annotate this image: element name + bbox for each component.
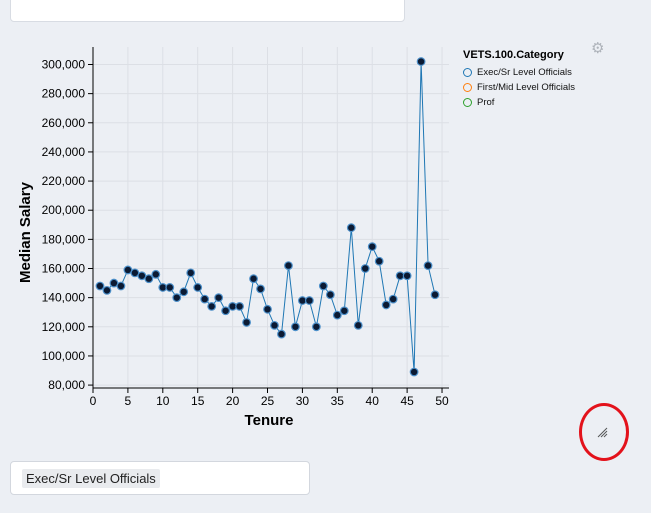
x-tick-label: 35 xyxy=(331,394,345,408)
legend-item[interactable]: First/Mid Level Officials xyxy=(463,80,575,95)
y-tick-label: 240,000 xyxy=(42,145,86,159)
data-point xyxy=(304,296,314,305)
data-point xyxy=(402,271,412,281)
y-tick-label: 260,000 xyxy=(42,116,86,130)
gear-icon[interactable]: ⚙ xyxy=(591,40,605,57)
data-point xyxy=(207,301,217,311)
data-point xyxy=(332,310,342,320)
data-point xyxy=(291,322,300,332)
data-point xyxy=(311,322,321,332)
data-point xyxy=(193,283,203,292)
y-tick-label: 180,000 xyxy=(42,232,86,246)
data-point xyxy=(256,284,265,294)
legend-swatch-icon xyxy=(463,83,472,92)
data-point xyxy=(270,320,279,330)
data-point xyxy=(200,294,210,304)
data-point xyxy=(165,283,175,292)
x-tick-label: 5 xyxy=(125,394,132,408)
data-point xyxy=(235,301,244,311)
legend-item[interactable]: Exec/Sr Level Officials xyxy=(463,65,575,80)
data-point xyxy=(325,290,335,300)
x-tick-label: 40 xyxy=(366,394,380,408)
x-tick-label: 20 xyxy=(226,394,240,408)
data-point xyxy=(430,290,440,300)
data-point xyxy=(263,304,272,314)
data-point xyxy=(172,293,182,303)
chart-series xyxy=(95,57,440,377)
chart-legend: VETS.100.Category Exec/Sr Level Official… xyxy=(463,49,575,110)
data-point xyxy=(339,306,349,316)
data-point xyxy=(374,256,384,266)
category-select[interactable]: Exec/Sr Level Officials xyxy=(10,461,310,495)
chart-grid xyxy=(92,47,449,388)
data-point xyxy=(151,269,161,279)
data-point xyxy=(409,367,419,377)
y-tick-label: 300,000 xyxy=(42,57,86,71)
x-tick-label: 15 xyxy=(191,394,205,408)
data-point xyxy=(284,261,293,270)
resize-handle-icon[interactable] xyxy=(596,425,608,438)
chart-axes: 0 5 10 15 20 25 30 35 40 45 50 80,000 100,000 120,000… xyxy=(17,47,449,429)
data-point xyxy=(346,223,356,233)
legend-label: Prof xyxy=(477,97,495,108)
y-axis-label: Median Salary xyxy=(17,181,34,283)
y-tick-label: 120,000 xyxy=(42,320,86,334)
y-tick-label: 140,000 xyxy=(42,291,86,305)
x-tick-label: 50 xyxy=(435,394,449,408)
data-point xyxy=(102,285,112,295)
legend-label: First/Mid Level Officials xyxy=(477,82,576,93)
data-point xyxy=(318,281,328,291)
y-tick-label: 80,000 xyxy=(48,378,85,392)
y-tick-label: 200,000 xyxy=(42,203,86,217)
x-tick-label: 45 xyxy=(400,394,414,408)
data-point xyxy=(179,287,189,297)
data-point xyxy=(116,281,126,291)
legend-item[interactable]: Prof xyxy=(463,95,575,110)
data-point xyxy=(381,300,391,310)
data-point xyxy=(423,261,433,270)
data-point xyxy=(214,293,224,303)
x-tick-label: 0 xyxy=(90,394,97,408)
x-tick-label: 10 xyxy=(156,394,170,408)
y-tick-label: 100,000 xyxy=(42,349,86,363)
resize-grip-icon xyxy=(597,427,608,438)
legend-swatch-icon xyxy=(463,98,472,107)
data-point xyxy=(388,294,398,304)
data-point xyxy=(367,242,377,252)
legend-title: VETS.100.Category xyxy=(463,49,564,61)
y-tick-label: 220,000 xyxy=(42,174,86,188)
data-point xyxy=(221,306,231,316)
highlight-circle xyxy=(579,403,629,461)
data-point xyxy=(353,320,363,330)
x-axis-label: Tenure xyxy=(245,412,294,429)
legend-label: Exec/Sr Level Officials xyxy=(477,67,572,78)
data-point xyxy=(95,281,105,291)
data-point xyxy=(249,274,258,284)
top-panel-card xyxy=(10,0,405,22)
x-tick-label: 30 xyxy=(296,394,310,408)
data-point xyxy=(242,318,251,327)
category-selected-chip[interactable]: Exec/Sr Level Officials xyxy=(22,469,160,488)
y-tick-label: 160,000 xyxy=(42,262,86,276)
x-tick-label: 25 xyxy=(261,394,275,408)
data-point xyxy=(186,268,196,278)
y-tick-label: 280,000 xyxy=(42,87,86,101)
legend-swatch-icon xyxy=(463,68,472,77)
data-point xyxy=(277,329,286,339)
data-point xyxy=(144,274,154,284)
data-point xyxy=(360,264,370,273)
data-point xyxy=(416,57,426,66)
